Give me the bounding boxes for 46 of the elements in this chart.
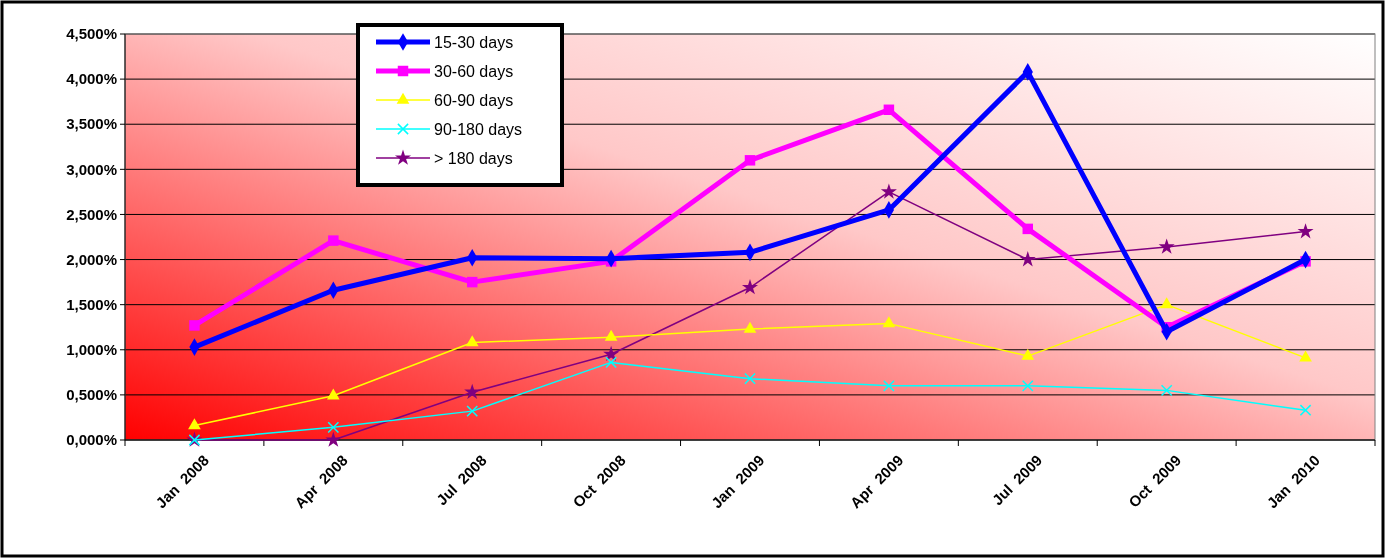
- point: [1022, 223, 1034, 235]
- point: [465, 335, 479, 347]
- legend-label: 15-30 days: [434, 33, 514, 51]
- point: [883, 104, 895, 116]
- point: [1160, 384, 1173, 397]
- point: [1021, 348, 1035, 360]
- y-tick-label: 1,500%: [66, 295, 117, 313]
- y-tick-label: 2,500%: [66, 205, 117, 223]
- point: [1158, 238, 1175, 254]
- point: [189, 320, 200, 331]
- point: [883, 380, 895, 392]
- point: [743, 321, 757, 333]
- y-tick-label: 3,000%: [66, 160, 117, 178]
- point: [744, 155, 756, 166]
- point: [1299, 404, 1312, 417]
- point: [744, 372, 756, 385]
- point: [603, 345, 620, 362]
- point: [188, 418, 201, 430]
- y-tick-label: 2,000%: [66, 250, 117, 268]
- point: [466, 405, 479, 417]
- point: [1021, 380, 1034, 392]
- y-tick-label: 3,500%: [66, 115, 117, 133]
- legend-label: > 180 days: [434, 149, 513, 167]
- y-tick-label: 4,500%: [66, 25, 117, 43]
- y-tick-label: 4,000%: [66, 70, 117, 88]
- point: [1160, 297, 1174, 309]
- point: [466, 276, 478, 288]
- point: [880, 183, 897, 199]
- point: [325, 431, 342, 447]
- point: [1297, 223, 1314, 239]
- point: [1019, 251, 1036, 267]
- point: [326, 388, 340, 400]
- point: [882, 316, 896, 328]
- point: [327, 421, 340, 434]
- point: [464, 383, 481, 400]
- point: [1299, 350, 1312, 362]
- legend-label: 30-60 days: [434, 62, 514, 80]
- y-tick-label: 1,000%: [66, 341, 117, 359]
- point: [604, 329, 618, 341]
- point: [328, 235, 339, 246]
- legend-label: 90-180 days: [434, 120, 523, 138]
- legend-label: 60-90 days: [434, 91, 514, 109]
- y-tick-label: 0,500%: [66, 386, 117, 404]
- y-tick-label: 0,000%: [66, 431, 117, 449]
- point: [605, 356, 617, 369]
- point: [741, 279, 759, 295]
